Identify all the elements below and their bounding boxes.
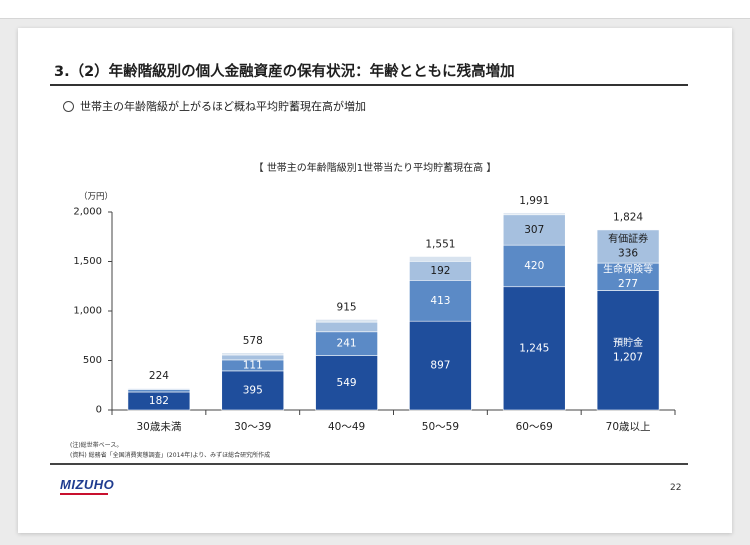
bar-segment (502, 212, 566, 216)
x-tick-label: 40～49 (328, 421, 365, 433)
y-tick-label: 2,000 (73, 207, 102, 218)
bar-segment (221, 370, 285, 411)
bar-segment (409, 256, 472, 262)
data-label: 182 (149, 395, 169, 407)
note-line-1: (注)総世帯ベース。 (70, 442, 123, 449)
data-label: 1,207 (613, 351, 643, 363)
y-tick-label: 1,000 (73, 306, 102, 317)
data-label: 1,245 (519, 342, 549, 354)
data-label: 420 (524, 260, 544, 272)
x-tick-label: 70歳以上 (606, 421, 651, 433)
logo-accent-bar (60, 493, 108, 495)
data-label: 336 (618, 247, 638, 259)
bar-segment (221, 354, 285, 361)
data-label: 413 (430, 295, 450, 307)
data-label: 307 (524, 224, 544, 236)
bar-segment (127, 389, 191, 393)
total-label: 1,824 (613, 211, 643, 223)
slide-title: 3.（2）年齢階級別の個人金融資産の保有状況：年齢とともに残高増加 (54, 64, 515, 80)
bar-segment (221, 352, 285, 356)
data-label: 395 (243, 384, 263, 396)
x-tick-label: 30～39 (234, 421, 271, 433)
title-divider (50, 84, 688, 86)
bar-segment (315, 355, 378, 411)
chart-heading-close-bracket: 】 (486, 163, 497, 174)
bar-segment (315, 319, 378, 323)
note-line-2: (資料) 総務省「全国消費実態調査」(2014年)より、みずほ総合研究所作成 (70, 452, 271, 459)
y-tick-label: 1,500 (73, 256, 102, 267)
bar-segment (315, 321, 378, 333)
bar-segment (596, 262, 660, 291)
bar-segment (127, 387, 191, 389)
x-tick-label: 30歳未満 (136, 421, 181, 433)
top-strip (0, 0, 750, 19)
total-label: 915 (337, 301, 357, 313)
chart-heading: 【 世帯主の年齢階級別1世帯当たり平均貯蓄現在高 】 (0, 159, 750, 174)
bar-segment (409, 320, 472, 411)
bullet-circle-icon (63, 101, 74, 112)
total-label: 578 (243, 335, 263, 347)
y-axis-unit-label: （万円） (79, 191, 113, 202)
y-tick-label: 500 (83, 355, 102, 366)
mizuho-logo: MIZUHO (60, 477, 115, 492)
bar-segment (409, 280, 472, 322)
data-label: 192 (430, 265, 450, 277)
chart-heading-text: 世帯主の年齢階級別1世帯当たり平均貯蓄現在高 (266, 163, 484, 174)
segment-legend-label: 預貯金 (613, 336, 643, 349)
bar-segment (502, 244, 566, 288)
data-label: 241 (337, 338, 357, 350)
segment-legend-label: 生命保険等 (603, 262, 653, 275)
total-label: 1,551 (425, 238, 455, 250)
data-label: 111 (243, 359, 263, 371)
y-tick-label: 0 (96, 405, 102, 416)
total-label: 224 (149, 370, 169, 382)
bullet-text: 世帯主の年齢階級が上がるほど概ね平均貯蓄現在高が増加 (80, 100, 366, 113)
data-label: 277 (618, 278, 638, 290)
bottom-divider (50, 463, 688, 465)
x-tick-label: 60～69 (516, 421, 553, 433)
bar-segment (596, 290, 660, 411)
data-label: 897 (430, 360, 450, 372)
bar-segment (596, 229, 660, 264)
x-tick-label: 50～59 (422, 421, 459, 433)
segment-legend-label: 有価証券 (608, 232, 648, 245)
page-number: 22 (670, 483, 682, 493)
chart-heading-open-bracket: 【 (253, 163, 264, 174)
total-label: 1,991 (519, 195, 549, 207)
bar-segment (502, 286, 566, 411)
data-label: 549 (337, 377, 357, 389)
